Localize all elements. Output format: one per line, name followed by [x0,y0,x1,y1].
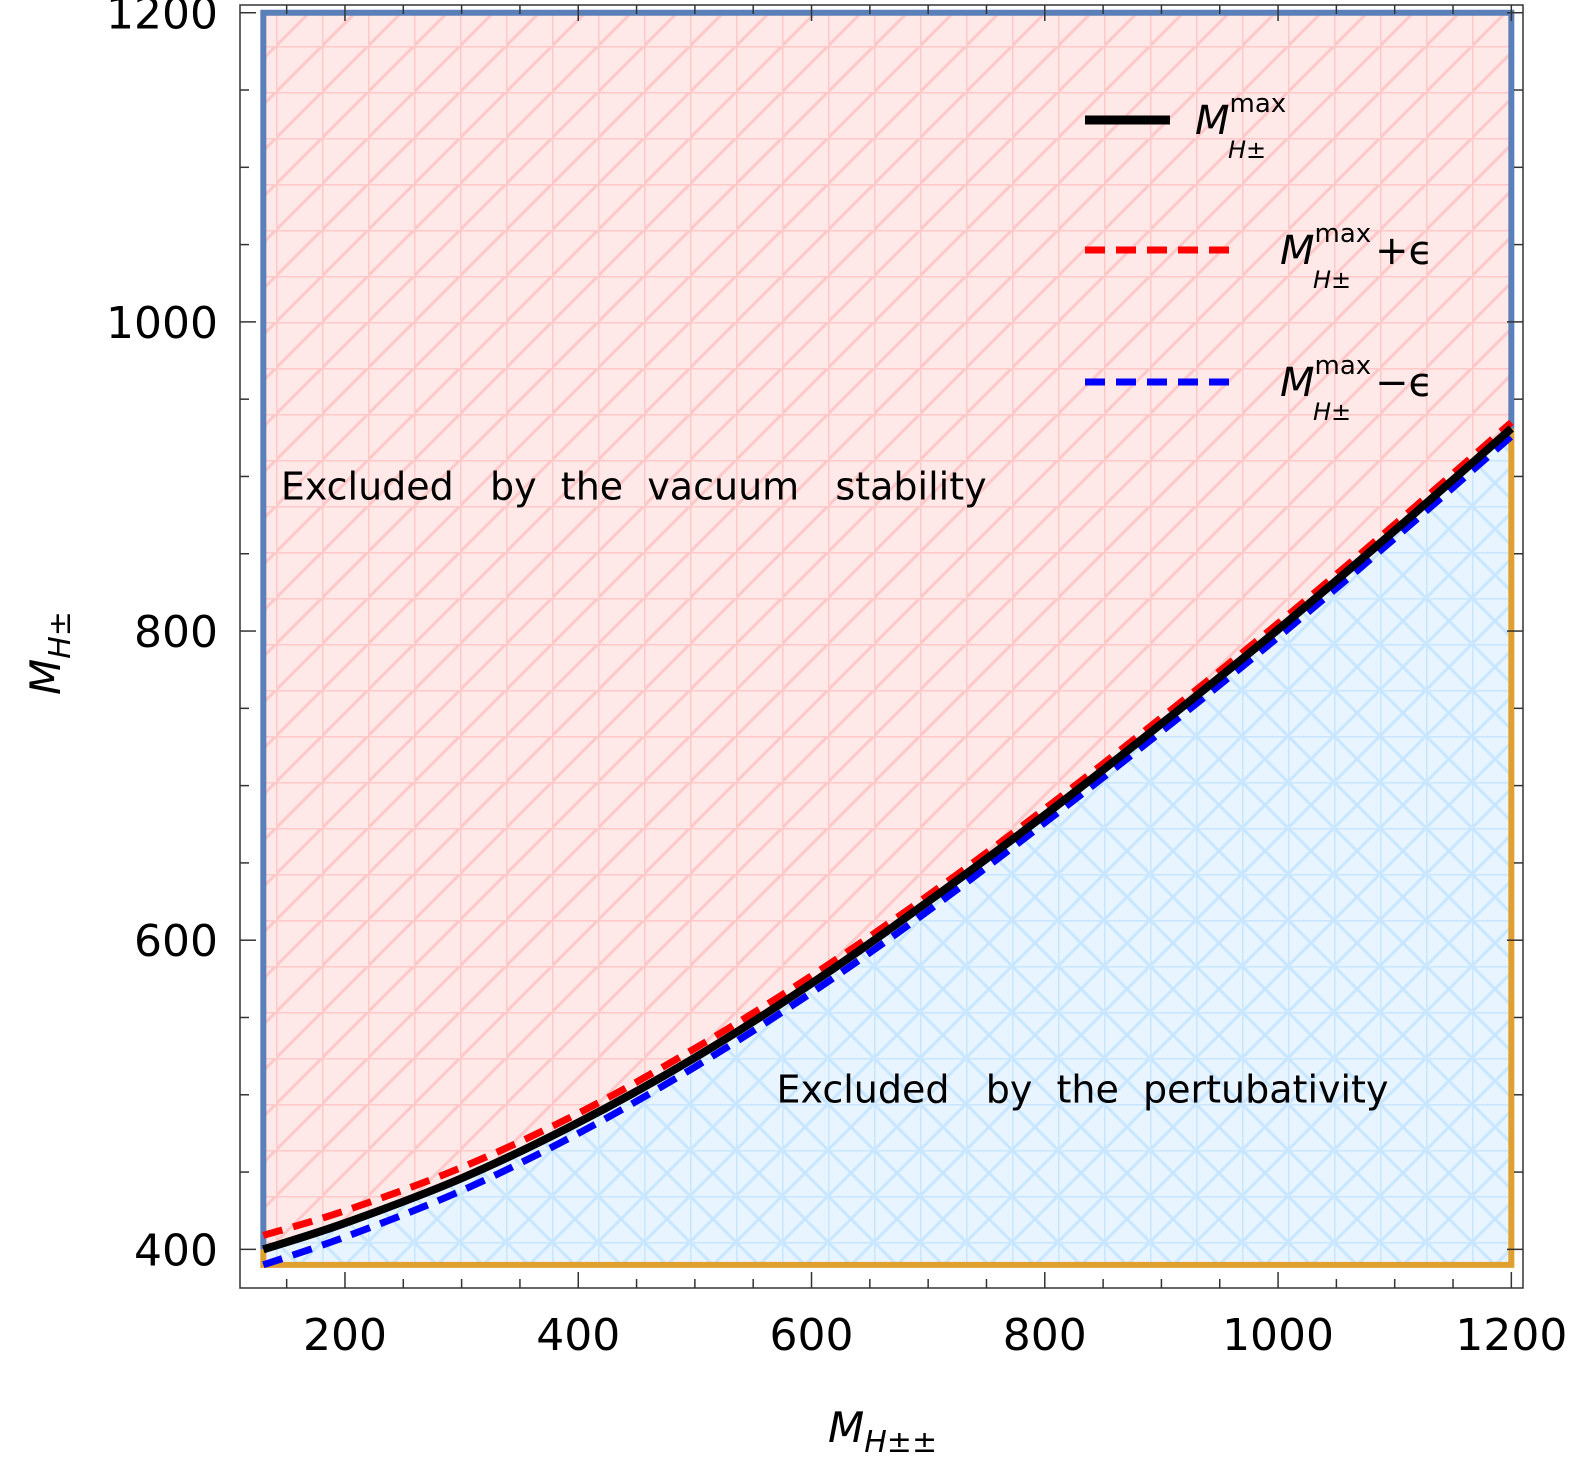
tick-labels: 200 400 600 800 1000 1200 400 600 800 1000 1200 [106,0,1567,1361]
plot-frame [239,4,1524,1289]
y-tick-label: 800 [134,607,218,658]
y-axis-title-sub: H± [43,611,78,659]
region-pertubativity-hatch [263,428,1512,1265]
x-tick-label: 200 [303,1310,387,1361]
y-tick-label: 600 [134,916,218,967]
x-axis-title-main: M [828,1403,864,1452]
x-axis-title: MH±± [828,1403,937,1460]
x-tick-label: 800 [1003,1310,1087,1361]
y-axis-title-main: M [21,659,70,695]
y-axis-title: MH± [21,611,78,695]
regions [263,12,1512,1265]
x-tick-label: 400 [536,1310,620,1361]
pertubativity-boundary [260,428,1515,1268]
series-line-2 [262,433,1514,1269]
x-tick-label: 1000 [1222,1310,1334,1361]
axis-ticks [240,5,1523,1288]
y-tick-label: 400 [134,1225,218,1276]
region-vacuum-stability-hatch [263,12,1512,1250]
series-line-0 [262,425,1514,1254]
vacuum-stability-boundary [260,9,1515,1250]
legend: Mmax H± Mmax H±+ϵ Mmax H±−ϵ [1085,89,1433,426]
legend-label-2: Mmax H±−ϵ [1280,351,1433,426]
x-axis-title-sub: H±± [864,1425,937,1460]
x-tick-label: 1200 [1455,1310,1567,1361]
y-tick-label: 1000 [106,298,218,349]
vacuum-stability-label: Excluded by the vacuum stability [281,465,987,509]
region-boundaries [260,9,1515,1268]
legend-label-0: Mmax H± [1195,89,1286,164]
x-tick-label: 600 [770,1310,854,1361]
series-line-1 [262,419,1514,1239]
y-tick-label: 1200 [106,0,218,40]
series-lines [262,419,1514,1269]
pertubativity-label: Excluded by the pertubativity [777,1068,1389,1112]
legend-label-1: Mmax H±+ϵ [1280,219,1433,294]
